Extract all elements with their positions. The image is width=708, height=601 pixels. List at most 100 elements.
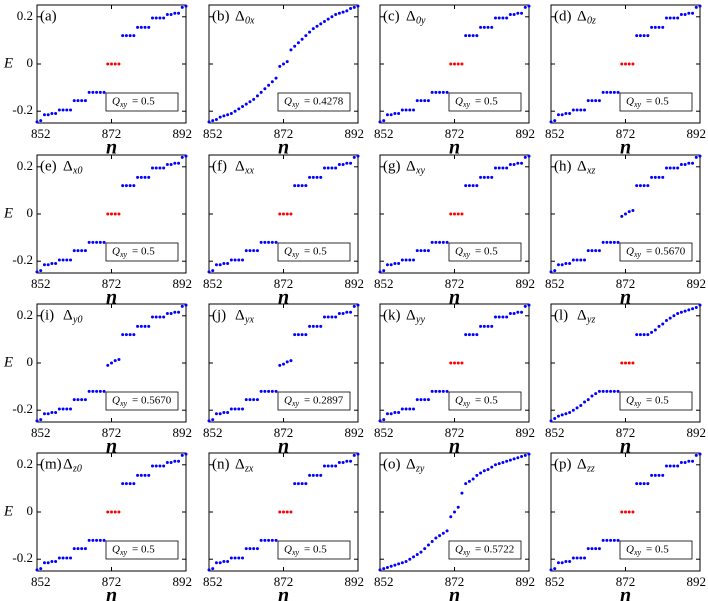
point: [590, 394, 594, 398]
annotation-symbol: Q: [455, 246, 463, 258]
point: [80, 398, 84, 402]
point: [289, 212, 293, 216]
point: [248, 547, 252, 551]
point: [229, 112, 233, 116]
point: [91, 240, 95, 244]
point: [479, 324, 483, 328]
point: [207, 270, 211, 274]
point: [263, 538, 267, 542]
point: [482, 469, 486, 473]
point: [337, 162, 341, 166]
annotation-symbol: Q: [284, 395, 292, 407]
point: [642, 184, 646, 188]
point: [349, 161, 353, 165]
annotation-box: [105, 92, 179, 112]
annotation-sub: xy: [291, 399, 300, 408]
y-tick-label: 0.2: [17, 8, 33, 23]
point: [579, 258, 583, 262]
point: [296, 41, 300, 45]
panel-symbol-sub: xy: [415, 165, 425, 176]
point: [65, 258, 69, 262]
point: [438, 240, 442, 244]
point: [113, 212, 117, 216]
point: [490, 465, 494, 469]
panel: 852 872 892 n (b) Δ 0x Q xy = 0.4278: [203, 4, 365, 159]
point: [397, 262, 401, 266]
panel-symbol: Δ: [577, 158, 587, 174]
point: [226, 113, 230, 117]
point: [233, 407, 237, 411]
x-tick-label: 892: [516, 126, 536, 141]
point: [154, 16, 158, 20]
annotation-sub: xy: [462, 100, 471, 109]
point: [278, 212, 282, 216]
point: [579, 403, 583, 407]
point: [211, 119, 215, 123]
x-tick-label: 872: [445, 574, 465, 589]
point: [471, 333, 475, 337]
point: [289, 48, 293, 52]
point: [54, 560, 58, 564]
point: [162, 315, 166, 319]
point: [330, 315, 334, 319]
point: [441, 531, 445, 535]
point: [69, 556, 73, 560]
point: [308, 30, 312, 34]
point: [50, 112, 54, 116]
point: [326, 464, 330, 468]
point: [668, 316, 672, 320]
point: [296, 482, 300, 486]
annotation-symbol: Q: [284, 544, 292, 556]
point: [110, 212, 113, 216]
panel-label: (m): [40, 456, 62, 472]
point: [61, 108, 65, 112]
annotation-box: [277, 540, 351, 560]
x-axis-label: n: [106, 137, 117, 159]
point: [136, 175, 140, 179]
x-tick-label: 892: [345, 126, 365, 141]
x-tick-label: 872: [616, 276, 636, 291]
point: [568, 112, 572, 116]
point: [326, 315, 330, 319]
point: [497, 462, 501, 466]
point: [434, 90, 438, 94]
annotation-sub: xy: [291, 548, 300, 557]
point: [553, 416, 557, 420]
point: [672, 314, 676, 318]
point: [508, 12, 512, 16]
point: [211, 567, 215, 571]
panel-symbol-sub: 0x: [245, 15, 255, 26]
point: [177, 11, 181, 15]
point: [657, 473, 661, 477]
point: [490, 25, 494, 29]
point: [520, 455, 524, 459]
point: [393, 411, 397, 415]
annotation-box: [619, 540, 693, 560]
point: [449, 212, 453, 216]
point: [136, 324, 140, 328]
panel-symbol-sub: y0: [72, 314, 82, 325]
point: [664, 16, 668, 20]
point: [315, 324, 319, 328]
point: [267, 389, 271, 393]
point: [229, 258, 233, 262]
point: [516, 310, 520, 314]
annotation-box: [448, 92, 522, 112]
point: [419, 398, 423, 402]
point: [150, 464, 154, 468]
point: [486, 175, 490, 179]
point: [627, 210, 631, 214]
point: [571, 258, 575, 262]
point: [46, 412, 50, 416]
point: [620, 510, 624, 514]
point: [624, 510, 627, 514]
annotation-box: [105, 242, 179, 262]
point: [642, 34, 646, 38]
x-tick-label: 892: [516, 574, 536, 589]
point: [128, 333, 132, 337]
point: [404, 560, 408, 564]
point: [393, 563, 397, 567]
annotation-symbol: Q: [626, 96, 634, 108]
annotation-box: [105, 540, 179, 560]
